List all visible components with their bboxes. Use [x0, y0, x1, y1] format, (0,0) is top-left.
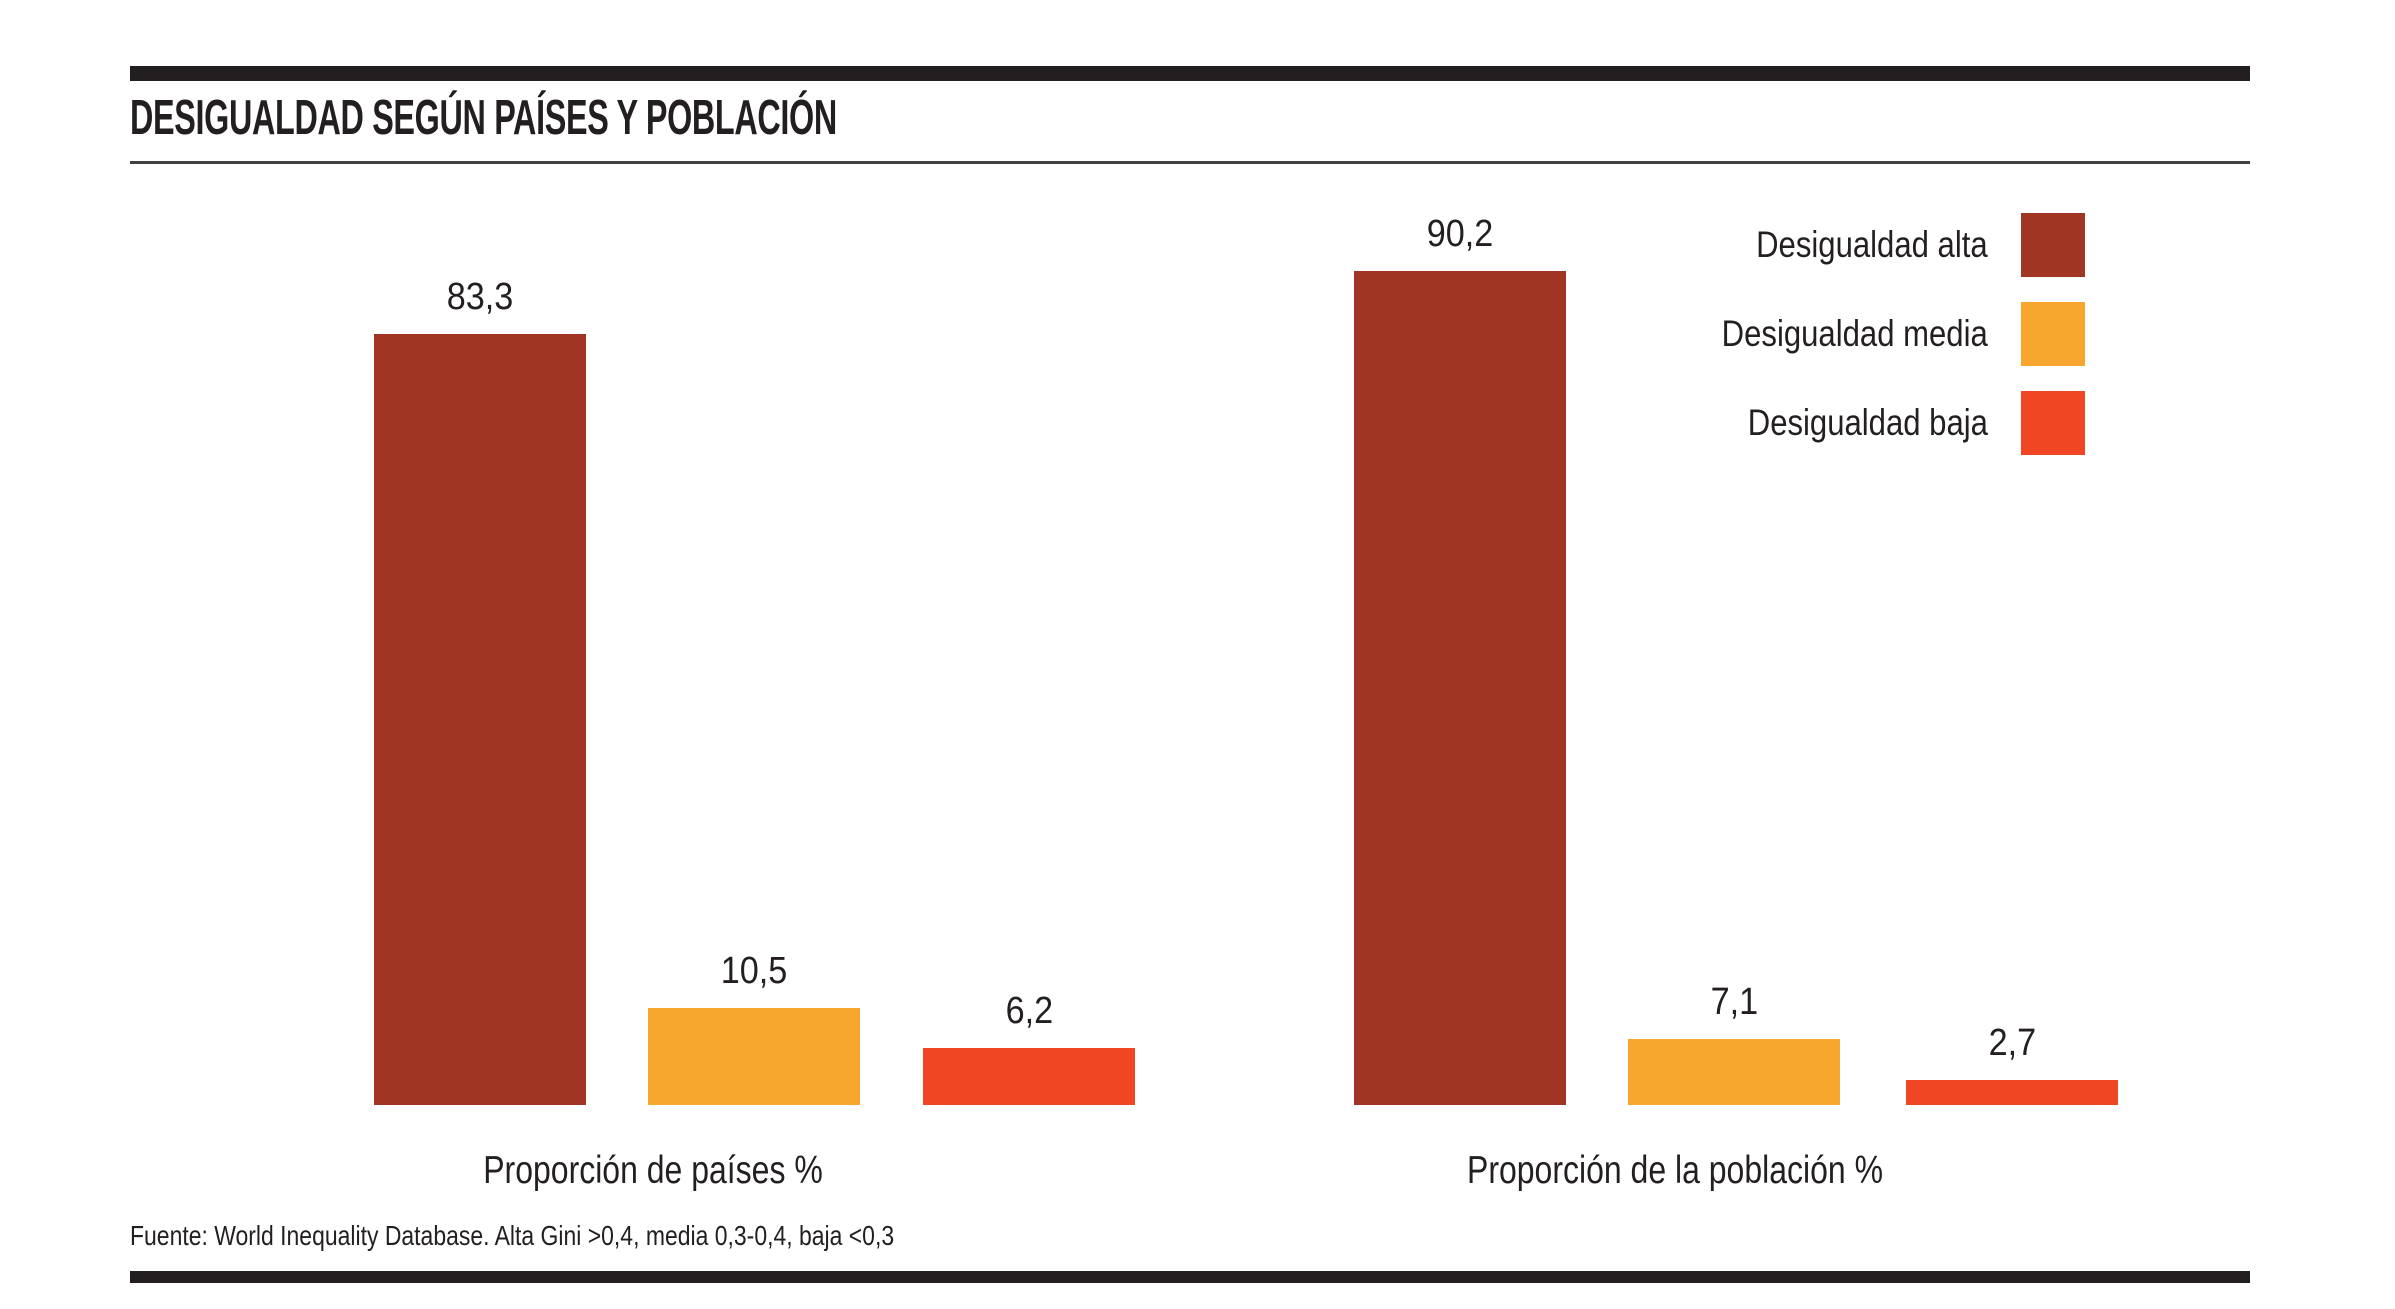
page-title-text: DESIGUALDAD SEGÚN PAÍSES Y POBLACIÓN [130, 91, 837, 145]
value-label-paises-baja: 6,2 [923, 990, 1135, 1032]
bar-poblacion-media [1628, 1039, 1840, 1105]
value-text: 90,2 [1426, 213, 1494, 255]
value-label-poblacion-media: 7,1 [1628, 981, 1840, 1023]
legend-swatch-baja [2021, 391, 2085, 455]
legend-label-media: Desigualdad media [1721, 313, 1988, 354]
source-note: Fuente: World Inequality Database. Alta … [130, 1218, 1062, 1254]
value-text: 2,7 [1988, 1022, 2036, 1064]
value-label-paises-media: 10,5 [648, 950, 860, 992]
axis-label-text: Proporción de la población % [1466, 1149, 1884, 1192]
legend-item-alta: Desigualdad alta [1712, 213, 1988, 277]
value-label-poblacion-baja: 2,7 [1906, 1022, 2118, 1064]
axis-label-text: Proporción de países % [483, 1149, 823, 1192]
value-label-paises-alta: 83,3 [374, 276, 586, 318]
source-note-text: Fuente: World Inequality Database. Alta … [130, 1220, 895, 1251]
bottom-rule [130, 1271, 2250, 1283]
bar-poblacion-baja [1906, 1080, 2118, 1105]
value-text: 7,1 [1710, 981, 1758, 1023]
title-divider [130, 161, 2250, 164]
axis-label-paises: Proporción de países % [446, 1148, 860, 1194]
bar-poblacion-alta [1354, 271, 1566, 1105]
value-label-poblacion-alta: 90,2 [1354, 213, 1566, 255]
legend-label-baja: Desigualdad baja [1747, 402, 1988, 443]
bar-paises-alta [374, 334, 586, 1105]
legend-swatch-alta [2021, 213, 2085, 277]
page-title: DESIGUALDAD SEGÚN PAÍSES Y POBLACIÓN [130, 94, 1201, 143]
legend-item-media: Desigualdad media [1671, 302, 1988, 366]
legend-label-alta: Desigualdad alta [1756, 224, 1988, 265]
value-text: 83,3 [446, 276, 514, 318]
legend-item-baja: Desigualdad baja [1702, 391, 1988, 455]
bar-paises-media [648, 1008, 860, 1105]
top-rule [130, 66, 2250, 81]
value-text: 6,2 [1005, 990, 1053, 1032]
axis-label-poblacion: Proporción de la población % [1421, 1148, 1928, 1194]
legend-swatch-media [2021, 302, 2085, 366]
value-text: 10,5 [720, 950, 788, 992]
bar-paises-baja [923, 1048, 1135, 1105]
